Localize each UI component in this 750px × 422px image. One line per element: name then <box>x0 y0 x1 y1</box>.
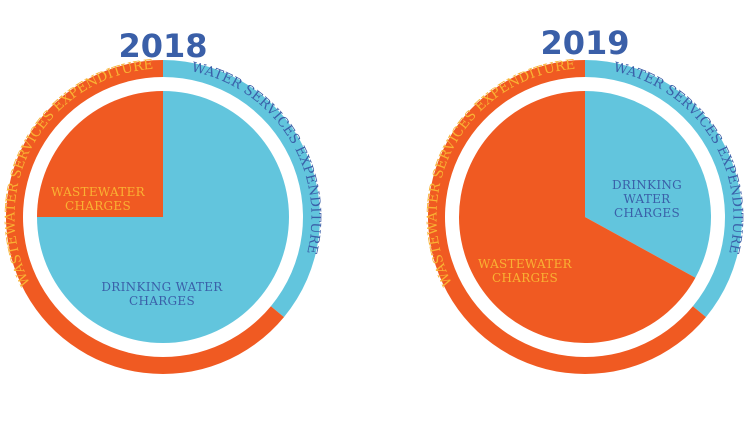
outer-slice-0 <box>163 60 320 318</box>
slice-label-line: WASTEWATER <box>51 185 146 199</box>
outer-slice-1 <box>5 60 284 374</box>
inner-slice-1 <box>37 91 163 217</box>
slice-label-line: WATER <box>623 192 671 206</box>
inner-slice-1 <box>459 91 696 344</box>
slice-label-line: CHARGES <box>614 206 680 220</box>
slice-label-line: CHARGES <box>129 294 195 308</box>
slice-label-0: DRINKING WATER CHARGES <box>612 178 682 220</box>
slice-label-line: DRINKING WATER <box>101 280 223 294</box>
outer-slice-1 <box>427 60 706 374</box>
slice-label-line: DRINKING <box>612 178 682 192</box>
slice-label-line: CHARGES <box>65 199 131 213</box>
inner-slice-0 <box>585 91 711 278</box>
chart-title: 2018 <box>118 27 207 65</box>
chart-title: 2019 <box>540 24 629 62</box>
slice-label-0: DRINKING WATER CHARGES <box>101 280 223 308</box>
slice-label-line: CHARGES <box>492 271 558 285</box>
slice-label-line: WASTEWATER <box>478 257 573 271</box>
outer-slice-0 <box>585 60 742 318</box>
slice-label-1: WASTEWATER CHARGES <box>51 185 146 213</box>
slice-label-1: WASTEWATER CHARGES <box>478 257 573 285</box>
